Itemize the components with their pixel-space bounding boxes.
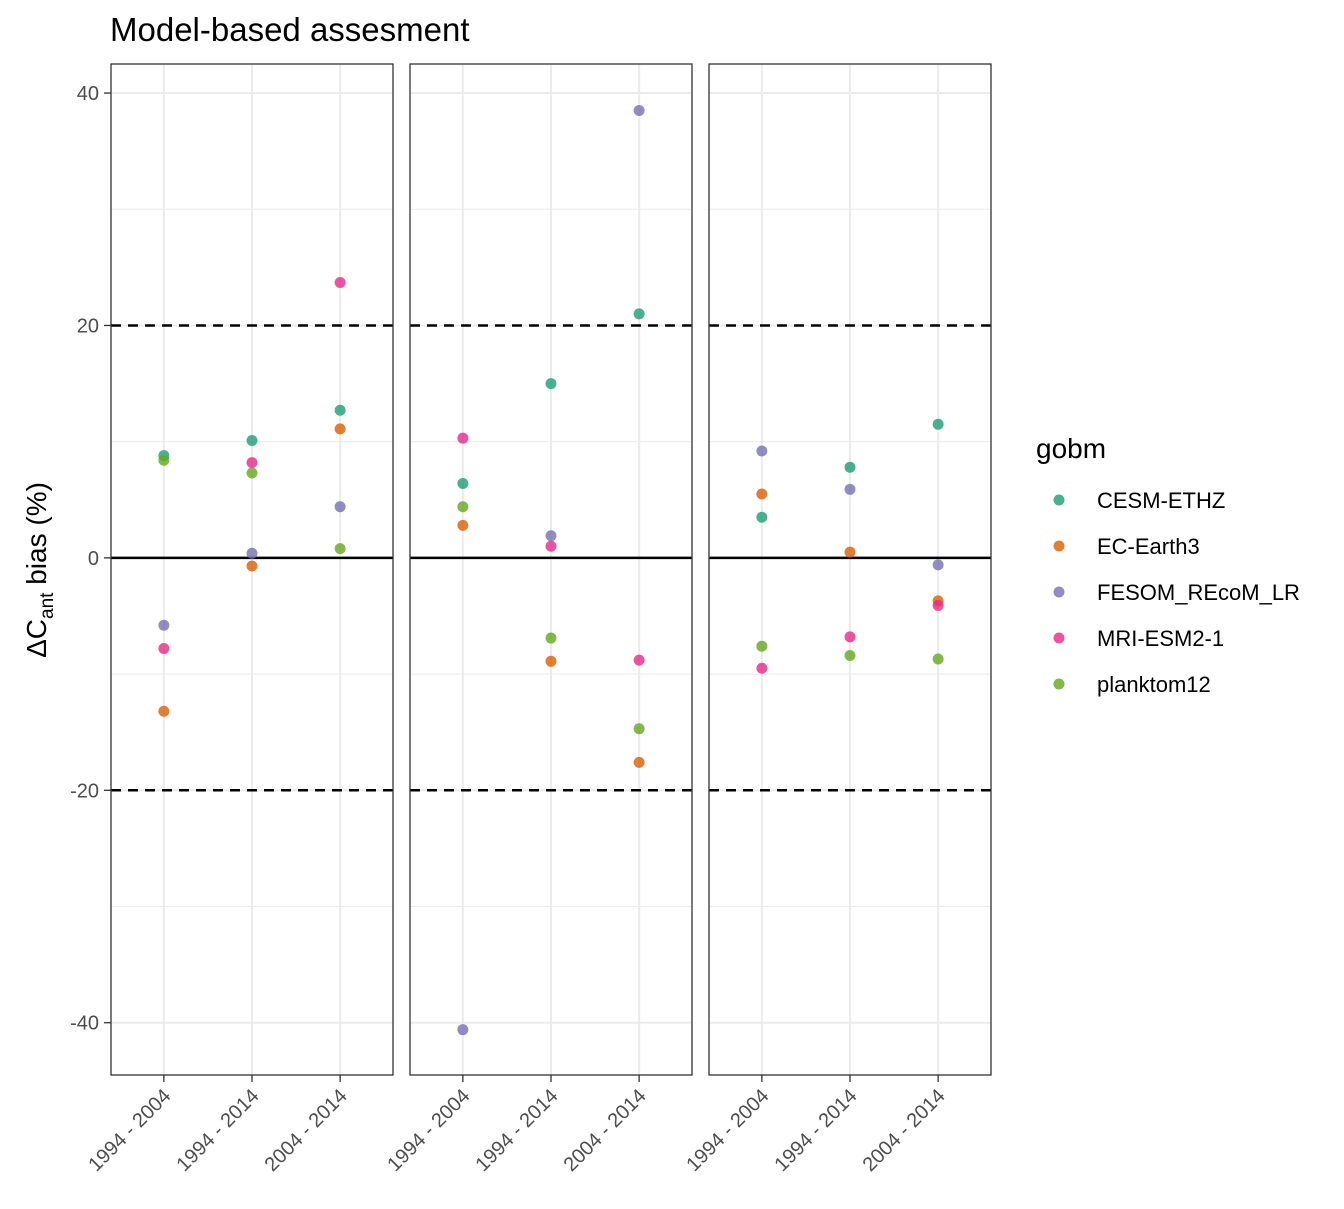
data-point: [158, 705, 170, 717]
legend-label: CESM-ETHZ: [1097, 488, 1225, 513]
x-tick-label: 1994 - 2014: [172, 1085, 263, 1176]
data-point: [158, 643, 170, 655]
x-tick-label: 1994 - 2014: [471, 1085, 562, 1176]
data-point: [844, 649, 856, 661]
data-point: [932, 559, 944, 571]
x-tick-label: 1994 - 2014: [770, 1085, 861, 1176]
data-point: [545, 378, 557, 390]
legend-label: EC-Earth3: [1097, 534, 1200, 559]
legend-label: MRI-ESM2-1: [1097, 626, 1224, 651]
data-point: [633, 756, 645, 768]
data-point: [844, 483, 856, 495]
data-point: [457, 501, 469, 513]
data-point: [545, 530, 557, 542]
data-point: [844, 461, 856, 473]
x-tick-label: 1994 - 2004: [682, 1085, 773, 1176]
data-point: [246, 547, 258, 559]
data-point: [158, 454, 170, 466]
data-point: [334, 404, 346, 416]
data-point: [633, 723, 645, 735]
data-point: [246, 457, 258, 469]
data-point: [457, 519, 469, 531]
data-point: [457, 432, 469, 444]
legend-title: gobm: [1036, 433, 1106, 464]
data-point: [756, 445, 768, 457]
y-axis-label-rest: bias (%): [21, 482, 52, 592]
data-point: [545, 540, 557, 552]
y-tick-label: 40: [77, 83, 99, 105]
data-point: [158, 619, 170, 631]
y-tick-label: 20: [77, 315, 99, 337]
data-point: [932, 600, 944, 612]
data-point: [633, 654, 645, 666]
x-tick-label: 1994 - 2004: [383, 1085, 474, 1176]
data-point: [545, 632, 557, 644]
data-point: [756, 640, 768, 652]
legend-label: planktom12: [1097, 672, 1211, 697]
legend-label: FESOM_REcoM_LR: [1097, 580, 1300, 605]
data-point: [633, 308, 645, 320]
x-tick-label: 2004 - 2014: [859, 1085, 950, 1176]
data-point: [756, 511, 768, 523]
data-point: [932, 653, 944, 665]
y-axis-label: ΔCant bias (%): [21, 482, 58, 658]
legend: gobm CESM-ETHZ EC-Earth3 FESOM_REcoM_LR MRI…: [1036, 433, 1300, 697]
data-point: [246, 467, 258, 479]
y-axis-label-main: ΔC: [21, 619, 52, 658]
data-point: [457, 478, 469, 490]
legend-key: [1053, 494, 1065, 506]
y-tick-label: -20: [70, 780, 99, 802]
data-point: [246, 560, 258, 572]
data-point: [334, 276, 346, 288]
y-tick-label: 0: [88, 548, 99, 570]
data-point: [334, 423, 346, 435]
legend-key: [1053, 632, 1065, 644]
data-point: [457, 1024, 469, 1036]
data-point: [756, 488, 768, 500]
data-point: [545, 655, 557, 667]
y-tick-label: -40: [70, 1013, 99, 1035]
data-point: [844, 631, 856, 643]
data-point: [334, 543, 346, 555]
data-point: [246, 435, 258, 447]
data-point: [334, 501, 346, 513]
data-point: [932, 418, 944, 430]
y-axis: 40 20 0 -20 -40: [70, 83, 111, 1035]
legend-key: [1053, 540, 1065, 552]
data-point: [844, 546, 856, 558]
legend-key: [1053, 678, 1065, 690]
legend-key: [1053, 586, 1065, 598]
x-tick-label: 2004 - 2014: [261, 1085, 352, 1176]
data-point: [633, 104, 645, 116]
chart-title: Model-based assesment: [110, 11, 470, 48]
y-axis-label-subscript: ant: [37, 592, 58, 619]
x-tick-label: 1994 - 2004: [84, 1085, 175, 1176]
data-point: [756, 662, 768, 674]
x-tick-label: 2004 - 2014: [560, 1085, 651, 1176]
